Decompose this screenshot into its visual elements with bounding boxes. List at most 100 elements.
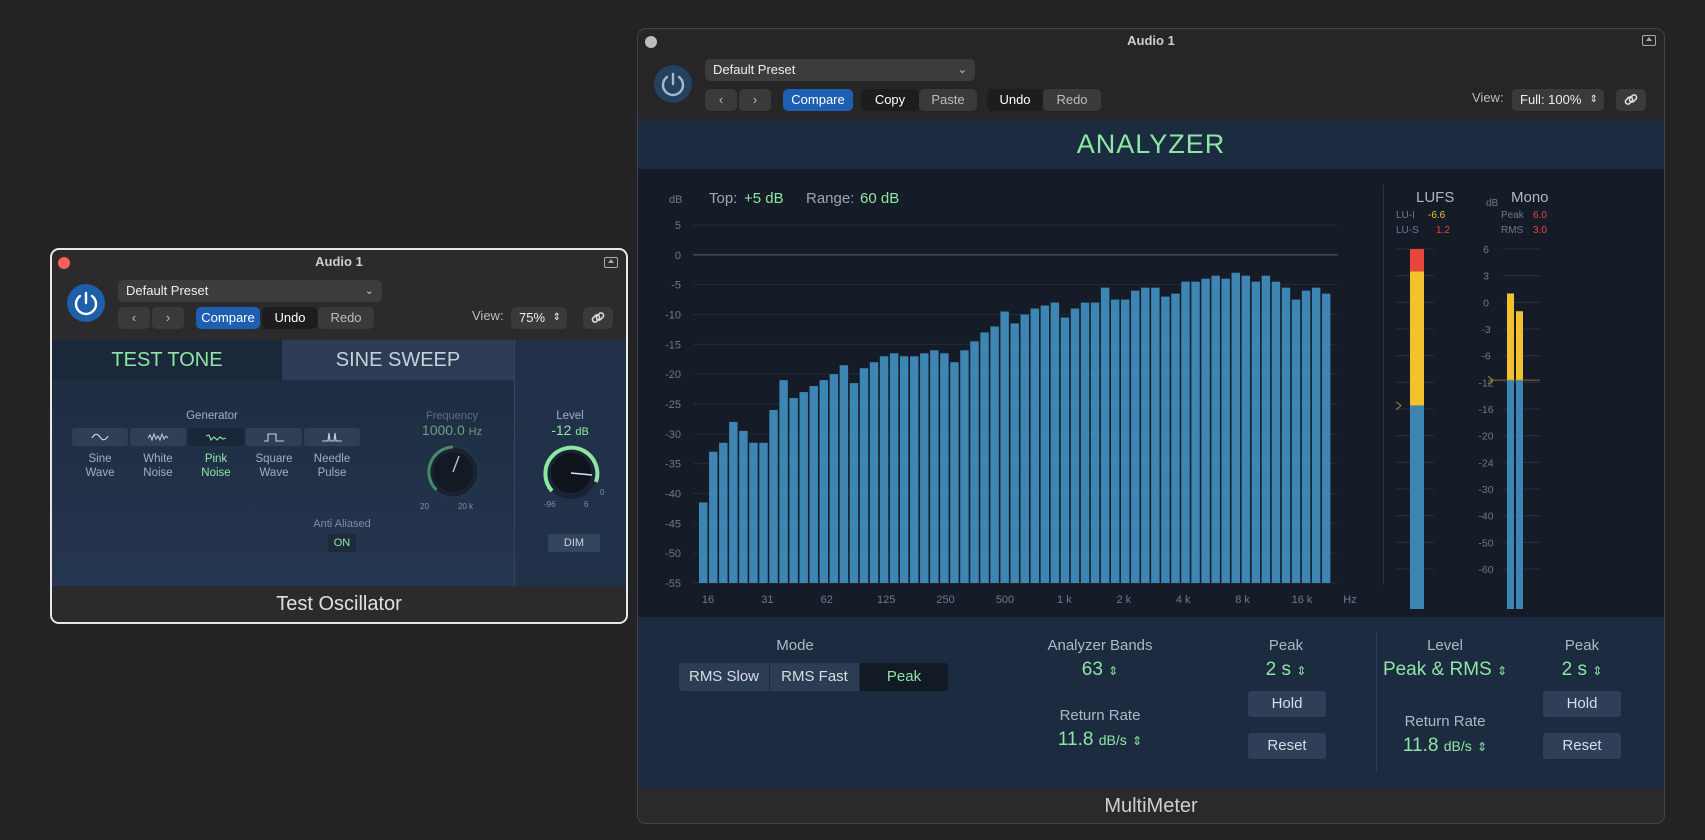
plugin-name: MultiMeter xyxy=(638,789,1664,823)
view-zoom-menu[interactable]: 75% ⇕ xyxy=(511,307,567,329)
square-wave-label: Square Wave xyxy=(255,453,293,479)
close-window-button[interactable] xyxy=(645,36,657,48)
meter-scale-label: -40 xyxy=(1478,511,1493,523)
top-value[interactable]: +5 dB xyxy=(744,190,784,207)
spectrum-bar xyxy=(819,380,829,583)
power-icon xyxy=(74,291,98,316)
paste-button[interactable]: Paste xyxy=(919,89,977,111)
preset-menu[interactable]: Default Preset ⌄ xyxy=(705,59,975,81)
square-wave-button[interactable] xyxy=(246,428,302,446)
y-tick-label: -45 xyxy=(665,518,681,530)
level-return-rate-field[interactable]: 11.8 dB/s ⇕ xyxy=(1375,735,1515,757)
spectrum-bar xyxy=(1191,281,1200,583)
popout-icon[interactable] xyxy=(1642,35,1656,46)
level-mode-value: Peak & RMS xyxy=(1382,659,1492,680)
spectrum-bar xyxy=(709,451,718,583)
spectrum-bar xyxy=(1281,287,1291,583)
link-button[interactable] xyxy=(583,307,613,329)
generator-label: Generator xyxy=(186,410,238,422)
spectrum-bar xyxy=(859,368,869,583)
reset-button[interactable]: Reset xyxy=(1248,733,1326,759)
frequency-knob[interactable] xyxy=(423,442,483,502)
level-value[interactable]: -12 xyxy=(551,422,572,438)
dim-button[interactable]: DIM xyxy=(548,534,600,552)
meter-scale-label: -16 xyxy=(1478,404,1493,416)
undo-button[interactable]: Undo xyxy=(987,89,1043,111)
level-knob[interactable] xyxy=(540,442,602,504)
close-window-button[interactable] xyxy=(58,257,70,269)
copy-button[interactable]: Copy xyxy=(861,89,919,111)
popout-icon[interactable] xyxy=(604,257,618,268)
analyzer-title: ANALYZER xyxy=(638,119,1664,169)
spectrum-bar xyxy=(899,356,909,583)
frequency-value[interactable]: 1000.0 xyxy=(421,422,465,438)
spectrum-bar xyxy=(1171,293,1180,583)
x-tick-label: 250 xyxy=(936,594,954,606)
hold-button[interactable]: Hold xyxy=(1248,691,1326,717)
mode-peak[interactable]: Peak xyxy=(860,663,948,691)
redo-button[interactable]: Redo xyxy=(318,307,374,329)
y-tick-label: 5 xyxy=(675,220,681,232)
mono-right-meter-peak-segment xyxy=(1516,311,1523,381)
level-hold-button[interactable]: Hold xyxy=(1543,691,1621,717)
preset-menu[interactable]: Default Preset ⌄ xyxy=(118,280,382,302)
power-button[interactable] xyxy=(654,65,692,103)
frequency-label: Frequency xyxy=(426,410,478,422)
mode-rms-slow[interactable]: RMS Slow xyxy=(679,663,769,691)
frequency-unit: Hz xyxy=(468,426,483,438)
spectrum-bar xyxy=(920,353,929,583)
spectrum-bar xyxy=(1000,311,1009,583)
meter-scale-label: 3 xyxy=(1483,271,1489,283)
spectrum-bar xyxy=(910,356,919,583)
y-tick-label: -35 xyxy=(665,459,681,471)
anti-aliased-toggle[interactable]: ON xyxy=(328,534,356,552)
next-preset-button[interactable]: › xyxy=(739,89,771,111)
tab-sine-sweep[interactable]: SINE SWEEP xyxy=(282,340,514,380)
range-value[interactable]: 60 dB xyxy=(860,190,900,207)
y-tick-label: -55 xyxy=(665,578,681,590)
previous-preset-button[interactable]: ‹ xyxy=(118,307,150,329)
view-zoom-value: Full: 100% xyxy=(1520,92,1582,107)
mono-left-meter-rms-segment xyxy=(1507,380,1514,609)
white-noise-icon xyxy=(147,432,169,442)
stepper-icon: ⇕ xyxy=(1589,94,1598,105)
analyzer-bands-field[interactable]: 63 ⇕ xyxy=(1050,659,1150,681)
spectrum-bar xyxy=(729,421,738,583)
lufs-meter-rms-segment xyxy=(1410,405,1424,609)
peak-hold-time-field[interactable]: 2 s ⇕ xyxy=(1236,659,1336,681)
compare-button[interactable]: Compare xyxy=(783,89,853,111)
spectrum-bar xyxy=(990,326,999,583)
level-mode-field[interactable]: Peak & RMS ⇕ xyxy=(1370,659,1520,681)
return-rate-field[interactable]: 11.8 dB/s ⇕ xyxy=(1030,729,1170,751)
spectrum-bar xyxy=(1131,290,1140,583)
power-button[interactable] xyxy=(67,284,105,322)
level-reset-button[interactable]: Reset xyxy=(1543,733,1621,759)
x-tick-label: 500 xyxy=(996,594,1014,606)
mode-rms-fast[interactable]: RMS Fast xyxy=(770,663,859,691)
mode-label: Mode xyxy=(776,637,814,654)
chevron-down-icon: ⌄ xyxy=(957,64,967,76)
pink-noise-button[interactable] xyxy=(188,428,244,446)
link-button[interactable] xyxy=(1616,89,1646,111)
spectrum-bar xyxy=(1121,299,1130,583)
level-return-rate-label: Return Rate xyxy=(1404,713,1486,730)
lu-i-value: -6.6 xyxy=(1428,210,1446,221)
tab-test-tone[interactable]: TEST TONE xyxy=(52,340,282,380)
compare-button[interactable]: Compare xyxy=(196,307,260,329)
spectrum-bar xyxy=(1141,287,1150,583)
white-noise-button[interactable] xyxy=(130,428,186,446)
undo-button[interactable]: Undo xyxy=(262,307,318,329)
view-label: View: xyxy=(1472,90,1504,105)
spectrum-bar xyxy=(1030,308,1040,583)
level-peak-hold-time-field[interactable]: 2 s ⇕ xyxy=(1532,659,1632,681)
sine-wave-button[interactable] xyxy=(72,428,128,446)
redo-button[interactable]: Redo xyxy=(1043,89,1101,111)
y-tick-label: -5 xyxy=(671,280,681,292)
needle-pulse-button[interactable] xyxy=(304,428,360,446)
plugin-name: Test Oscillator xyxy=(52,586,626,622)
next-preset-button[interactable]: › xyxy=(152,307,184,329)
spectrum-bar xyxy=(1201,278,1210,583)
view-zoom-menu[interactable]: Full: 100% ⇕ xyxy=(1512,89,1604,111)
controls-panel: Mode RMS Slow RMS Fast Peak Analyzer Ban… xyxy=(638,617,1664,789)
previous-preset-button[interactable]: ‹ xyxy=(705,89,737,111)
